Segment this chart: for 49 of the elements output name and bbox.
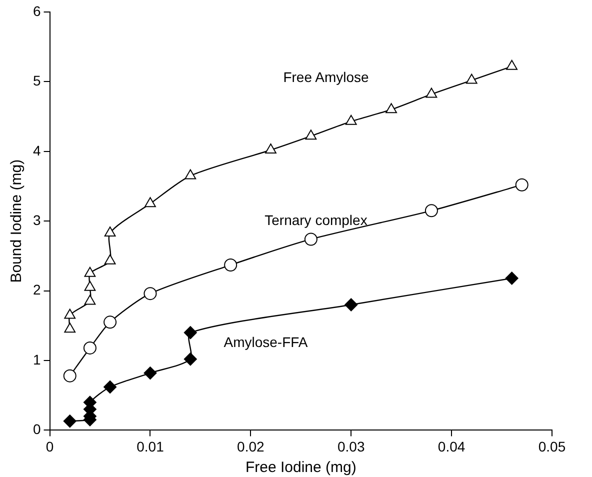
- x-tick-label: 0: [46, 438, 54, 454]
- point: [305, 130, 317, 140]
- point: [304, 232, 318, 246]
- point: [63, 414, 76, 428]
- point: [144, 366, 157, 380]
- point: [515, 178, 528, 192]
- point: [184, 352, 197, 366]
- point: [144, 287, 157, 300]
- point: [265, 144, 276, 154]
- point: [64, 308, 76, 319]
- point: [84, 280, 96, 291]
- point: [345, 114, 357, 125]
- y-axis-title: Bound Iodine (mg): [8, 159, 26, 283]
- point: [424, 204, 438, 218]
- point: [104, 226, 116, 236]
- point: [426, 88, 438, 98]
- point: [104, 254, 116, 264]
- y-tick-label: 6: [32, 2, 41, 19]
- y-tick-label: 3: [32, 212, 41, 228]
- y-tick-label: 0: [32, 421, 41, 438]
- point: [224, 258, 238, 272]
- point: [104, 316, 117, 329]
- point: [144, 197, 156, 208]
- point: [506, 60, 518, 70]
- point: [83, 341, 96, 354]
- point: [63, 369, 76, 382]
- x-axis-title: Free Iodine (mg): [245, 459, 356, 476]
- point: [466, 74, 478, 84]
- x-tick-label: 0.02: [237, 438, 265, 454]
- x-tick-label: 0.03: [337, 438, 365, 454]
- point: [386, 103, 397, 114]
- point: [184, 169, 196, 180]
- point: [104, 380, 117, 394]
- point: [505, 272, 518, 285]
- y-tick-label: 5: [32, 72, 41, 89]
- text: Free Amylose: [283, 69, 370, 86]
- point: [84, 266, 96, 277]
- x-tick-label: 0.04: [438, 438, 466, 454]
- x-tick-label: 0.05: [538, 438, 566, 454]
- series-label: Amylose-FFA: [224, 334, 308, 350]
- y-tick-label: 1: [32, 351, 41, 368]
- point: [64, 322, 76, 333]
- y-tick-label: 4: [32, 142, 41, 158]
- point: [344, 298, 358, 312]
- point: [84, 294, 96, 305]
- point: [184, 326, 197, 340]
- series-label: Ternary complex: [264, 212, 368, 228]
- x-tick-label: 0.01: [136, 438, 164, 454]
- y-tick-label: 2: [32, 282, 41, 298]
